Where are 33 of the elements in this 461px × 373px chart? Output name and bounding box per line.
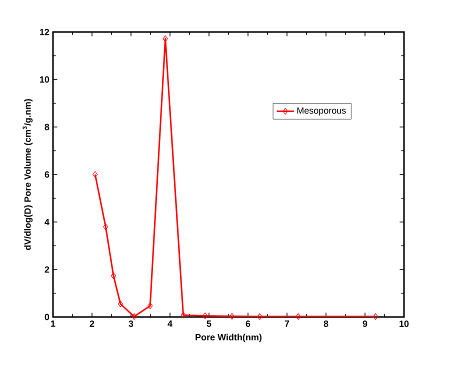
x-tick-label: 3 <box>128 320 134 327</box>
y-tick-label: 12 <box>40 28 50 36</box>
y-tick-label: 2 <box>44 266 50 273</box>
x-tick-label: 6 <box>246 320 250 327</box>
legend-label: Mesoporous <box>297 107 346 116</box>
point <box>132 313 137 320</box>
x-tick-label: 4 <box>168 320 172 327</box>
point <box>229 312 235 320</box>
x-tick-label: 9 <box>362 320 368 327</box>
x-tick-label: 2 <box>90 320 94 327</box>
point <box>110 272 116 279</box>
point <box>257 313 262 320</box>
y-tick-label: 8 <box>44 124 50 130</box>
point <box>180 312 186 318</box>
x-tick-label: 7 <box>284 320 290 327</box>
point <box>103 223 108 230</box>
point <box>148 302 153 310</box>
point <box>296 313 301 320</box>
x-tick-label: 5 <box>206 320 212 327</box>
x-axis-title: Pore Width(nm) <box>196 334 262 342</box>
y-tick-label: 6 <box>44 171 50 178</box>
y-axis-title: dV/dlog(D) Pore Volume (cm$^{3}$/g.nm) <box>22 99 33 250</box>
point <box>372 313 378 320</box>
point <box>162 35 168 42</box>
y-tick-label: 0 <box>44 314 50 320</box>
point <box>202 312 208 320</box>
y-tick-label: 4 <box>44 218 50 226</box>
x-tick-label: 1 <box>51 320 56 327</box>
point <box>118 300 124 308</box>
x-tick-label: 10 <box>400 320 409 327</box>
y-tick-label: 10 <box>40 76 50 83</box>
point <box>92 171 98 178</box>
x-tick-label: 8 <box>324 320 328 327</box>
